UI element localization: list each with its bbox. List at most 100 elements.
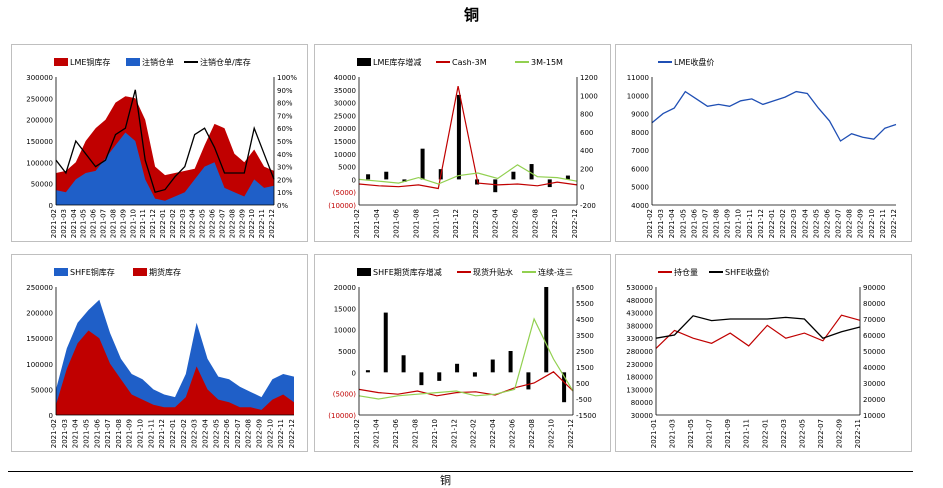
legend-swatch xyxy=(126,58,140,66)
y2-tick-label: 1500 xyxy=(576,364,594,372)
y-tick-label: 40000 xyxy=(334,74,356,82)
x-tick-label: 2021-07 xyxy=(100,209,108,238)
legend-label: 连续-连三 xyxy=(538,267,573,277)
spread-line xyxy=(358,317,574,400)
y2-tick-label: 70% xyxy=(277,112,293,120)
y2-tick-label: 800 xyxy=(580,111,593,119)
x-tick-label: 2021-08 xyxy=(411,419,419,448)
x-tick-label: 2021-10 xyxy=(137,419,145,448)
y-tick-label: 430000 xyxy=(626,310,653,318)
x-tick-label: 2021-09 xyxy=(126,419,134,448)
x-tick-label: 2021-05 xyxy=(687,419,695,448)
x-tick-label: 2021-06 xyxy=(93,418,101,448)
x-tick-label: 2021-06 xyxy=(392,418,400,448)
y-tick-label: 6000 xyxy=(631,165,649,173)
legend-swatch xyxy=(133,268,147,276)
bottom-divider xyxy=(8,471,913,472)
x-tick-label: 2021-04 xyxy=(70,208,78,238)
x-tick-label: 2021-03 xyxy=(61,419,69,448)
y2-tick-label: 6500 xyxy=(576,284,594,292)
y-tick-label: 180000 xyxy=(626,374,653,382)
y-tick-label: 0 xyxy=(352,176,356,184)
y2-tick-label: -200 xyxy=(580,202,596,210)
x-tick-label: 2022-01 xyxy=(761,419,769,448)
x-tick-label: 2022-08 xyxy=(228,209,236,238)
x-tick-label: 2022-10 xyxy=(248,209,256,238)
x-tick-label: 2022-12 xyxy=(288,419,296,448)
y-tick-label: 20000 xyxy=(334,125,356,133)
x-tick-label: 2021-12 xyxy=(452,209,460,238)
x-tick-label: 2021-02 xyxy=(353,209,361,238)
x-tick-label: 2022-09 xyxy=(256,419,264,448)
x-tick-label: 2022-05 xyxy=(812,209,820,238)
y-tick-label: 150000 xyxy=(26,138,53,146)
footer-text: 铜 xyxy=(440,474,451,487)
y-tick-label: 250000 xyxy=(26,284,53,292)
shfe-change-bar xyxy=(383,312,388,373)
y2-tick-label: -500 xyxy=(576,396,592,404)
chart-panel-lme-stock: LME铜库存 注销仓单 注销仓单/库存 300000 250000 200000 15000… xyxy=(11,44,308,242)
x-tick-label: 2021-08 xyxy=(115,419,123,448)
y2-tick-label: 3500 xyxy=(576,332,594,340)
y-tick-label: 280000 xyxy=(626,348,653,356)
y2-tick-label: 200 xyxy=(580,165,593,173)
x-tick-label: 2021-04 xyxy=(373,208,381,238)
y-tick-label: 50000 xyxy=(31,181,53,189)
legend-swatch xyxy=(357,58,371,66)
y-tick-label: 480000 xyxy=(626,297,653,305)
legend-label: SHFE收盘价 xyxy=(725,267,770,277)
y2-tick-label: 50% xyxy=(277,138,293,146)
x-tick-label: 2022-06 xyxy=(209,208,217,238)
y-tick-label: 15000 xyxy=(334,138,356,146)
x-tick-label: 2022-02 xyxy=(169,209,177,238)
shfe-change-bar xyxy=(365,370,370,373)
x-tick-label: 2022-03 xyxy=(790,209,798,238)
legend-label: 注销仓单 xyxy=(142,57,174,67)
x-tick-label: 2021-01 xyxy=(650,419,658,448)
x-tick-label: 2022-09 xyxy=(835,419,843,448)
x-tick-label: 2021-02 xyxy=(50,419,58,448)
x-tick-label: 2021-08 xyxy=(109,209,117,238)
x-tick-label: 2021-03 xyxy=(669,419,677,448)
x-tick-label: 2021-02 xyxy=(353,419,361,448)
change-bar xyxy=(366,174,371,180)
y-tick-label: 0 xyxy=(49,202,53,210)
y2-tick-label: 20000 xyxy=(863,396,885,404)
x-tick-label: 2022-11 xyxy=(277,419,285,448)
x-tick-label: 2022-11 xyxy=(854,419,862,448)
x-tick-label: 2021-04 xyxy=(372,418,380,448)
x-tick-label: 2022-08 xyxy=(245,419,253,448)
x-tick-label: 2022-08 xyxy=(846,209,854,238)
legend-label: 持仓量 xyxy=(674,267,698,277)
x-tick-label: 2022-04 xyxy=(489,418,497,448)
x-tick-label: 2022-03 xyxy=(780,419,788,448)
y2-tick-label: 60000 xyxy=(863,332,885,340)
x-tick-label: 2022-02 xyxy=(180,419,188,448)
x-tick-label: 2022-03 xyxy=(191,419,199,448)
x-tick-label: 2021-03 xyxy=(60,209,68,238)
y2-tick-label: 4500 xyxy=(576,316,594,324)
x-tick-label: 2022-06 xyxy=(823,208,831,238)
x-tick-label: 2022-01 xyxy=(169,419,177,448)
x-tick-label: 2021-10 xyxy=(431,419,439,448)
y2-tick-label: 500 xyxy=(576,380,589,388)
x-tick-label: 2022-10 xyxy=(551,209,559,238)
change-bar xyxy=(565,175,570,180)
y-tick-label: 11000 xyxy=(627,74,649,82)
y-tick-label: 100000 xyxy=(26,361,53,369)
x-tick-label: 2022-05 xyxy=(212,419,220,448)
y2-tick-label: -1500 xyxy=(576,412,596,420)
x-tick-label: 2022-06 xyxy=(509,418,517,448)
y-tick-label: 30000 xyxy=(631,412,653,420)
y-tick-label: 100000 xyxy=(26,159,53,167)
futures-stock-area xyxy=(56,330,294,415)
y-tick-label: 10000 xyxy=(627,92,649,100)
shfe-change-bar xyxy=(401,355,406,373)
chart-panel-lme-change: LME库存增减 Cash-3M 3M-15M 40000 35000 30000 25000… xyxy=(314,44,611,242)
x-tick-label: 2021-04 xyxy=(668,208,676,238)
page-title: 铜 xyxy=(463,6,479,24)
x-tick-label: 2022-04 xyxy=(492,208,500,238)
x-tick-label: 2021-05 xyxy=(80,209,88,238)
x-tick-label: 2021-07 xyxy=(701,209,709,238)
x-tick-label: 2022-04 xyxy=(201,418,209,448)
